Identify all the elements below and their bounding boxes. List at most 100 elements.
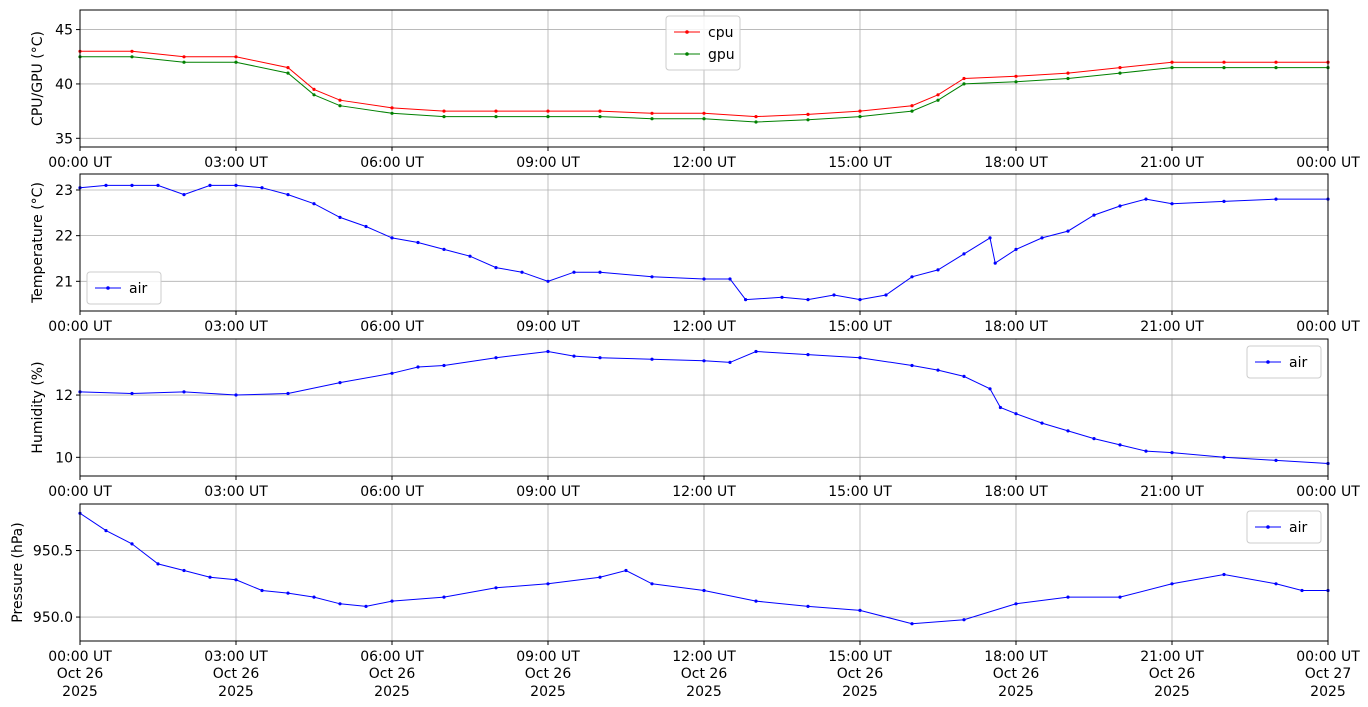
x-date-label: Oct 26: [525, 666, 572, 682]
x-tick-label: 00:00 UT: [1296, 649, 1360, 665]
data-point-air: [910, 275, 914, 279]
data-point-air: [962, 618, 966, 622]
data-point-cpu: [234, 55, 238, 59]
data-point-air: [130, 391, 134, 396]
legend: cpu gpu: [665, 15, 741, 71]
legend-label-gpu: gpu: [708, 47, 735, 63]
y-axis-label: Pressure (hPa): [10, 522, 26, 622]
data-point-air: [260, 186, 264, 190]
data-point-air: [182, 193, 186, 197]
data-point-air: [1170, 451, 1174, 455]
data-point-air: [182, 390, 186, 394]
data-point-air: [338, 602, 342, 606]
data-point-air: [910, 363, 914, 368]
data-point-gpu: [910, 109, 914, 113]
data-point-air: [1118, 595, 1122, 599]
data-point-air: [390, 371, 394, 375]
data-point-air: [754, 349, 758, 354]
data-point-air: [1222, 572, 1226, 577]
data-point-air: [312, 202, 316, 206]
x-year-label: 2025: [1154, 684, 1190, 700]
data-point-air: [104, 529, 108, 533]
x-tick-label: 12:00 UT: [672, 649, 736, 665]
x-tick-label: 18:00 UT: [984, 319, 1048, 335]
data-point-cpu: [910, 104, 914, 108]
x-tick-label: 09:00 UT: [516, 155, 580, 171]
legend-marker-air: [106, 286, 110, 290]
data-point-air: [338, 215, 342, 219]
data-point-air: [442, 363, 446, 368]
data-point-gpu: [650, 117, 654, 121]
data-point-air: [728, 360, 732, 364]
data-point-air: [546, 279, 550, 283]
data-point-air: [650, 582, 654, 586]
data-point-air: [1014, 412, 1018, 416]
legend-marker-cpu: [685, 30, 689, 34]
data-point-gpu: [806, 118, 810, 122]
y-tick-label: 950.0: [33, 610, 73, 626]
x-year-label: 2025: [218, 684, 254, 700]
data-point-gpu: [1274, 66, 1278, 70]
y-tick-label: 35: [55, 131, 73, 147]
x-tick-label: 09:00 UT: [516, 649, 580, 665]
x-tick-label: 06:00 UT: [360, 319, 424, 335]
data-point-gpu: [1170, 66, 1174, 70]
data-point-air: [546, 349, 550, 354]
legend: air: [86, 271, 162, 305]
data-point-air: [1092, 213, 1096, 217]
data-point-cpu: [494, 109, 498, 113]
data-point-air: [1222, 199, 1226, 203]
data-point-air: [806, 298, 810, 302]
data-point-air: [936, 368, 940, 372]
data-point-gpu: [130, 55, 134, 59]
x-tick-label: 00:00 UT: [48, 649, 112, 665]
data-point-air: [1144, 449, 1148, 453]
x-tick-label: 06:00 UT: [360, 649, 424, 665]
y-tick-label: 10: [55, 450, 73, 466]
x-tick-label: 03:00 UT: [204, 155, 268, 171]
y-tick-label: 21: [55, 274, 73, 290]
legend-marker-air: [1266, 525, 1270, 529]
x-tick-label: 03:00 UT: [204, 319, 268, 335]
data-point-air: [1066, 429, 1070, 433]
x-tick-label: 00:00 UT: [48, 484, 112, 500]
x-tick-label: 00:00 UT: [1296, 484, 1360, 500]
data-point-cpu: [1014, 74, 1018, 78]
legend-label-air: air: [1289, 355, 1307, 371]
data-point-cpu: [312, 87, 316, 91]
data-point-air: [234, 393, 238, 397]
data-point-cpu: [130, 49, 134, 53]
x-date-label: Oct 26: [681, 666, 728, 682]
data-point-gpu: [1066, 76, 1070, 81]
y-tick-label: 40: [55, 77, 73, 93]
data-point-air: [416, 240, 420, 245]
data-point-cpu: [182, 55, 186, 59]
legend: air: [1246, 345, 1322, 379]
data-point-air: [494, 356, 498, 360]
x-tick-label: 15:00 UT: [828, 155, 892, 171]
data-point-air: [494, 266, 498, 270]
data-point-cpu: [962, 76, 966, 81]
data-point-air: [1274, 582, 1278, 586]
data-point-air: [744, 298, 748, 302]
data-point-air: [962, 252, 966, 256]
x-tick-label: 15:00 UT: [828, 649, 892, 665]
data-point-air: [702, 359, 706, 363]
x-tick-label: 21:00 UT: [1140, 484, 1204, 500]
x-year-label: 2025: [62, 684, 98, 700]
x-tick-label: 00:00 UT: [48, 319, 112, 335]
data-point-air: [234, 578, 238, 582]
x-tick-label: 12:00 UT: [672, 319, 736, 335]
x-year-label: 2025: [530, 684, 566, 700]
legend-label-air: air: [1289, 520, 1307, 536]
x-tick-label: 21:00 UT: [1140, 155, 1204, 171]
data-point-cpu: [442, 109, 446, 113]
x-date-label: Oct 26: [837, 666, 884, 682]
data-point-cpu: [1222, 60, 1226, 64]
data-point-cpu: [286, 66, 290, 70]
data-point-air: [442, 247, 446, 251]
x-tick-label: 21:00 UT: [1140, 649, 1204, 665]
data-point-gpu: [702, 117, 706, 121]
data-point-air: [884, 293, 888, 297]
